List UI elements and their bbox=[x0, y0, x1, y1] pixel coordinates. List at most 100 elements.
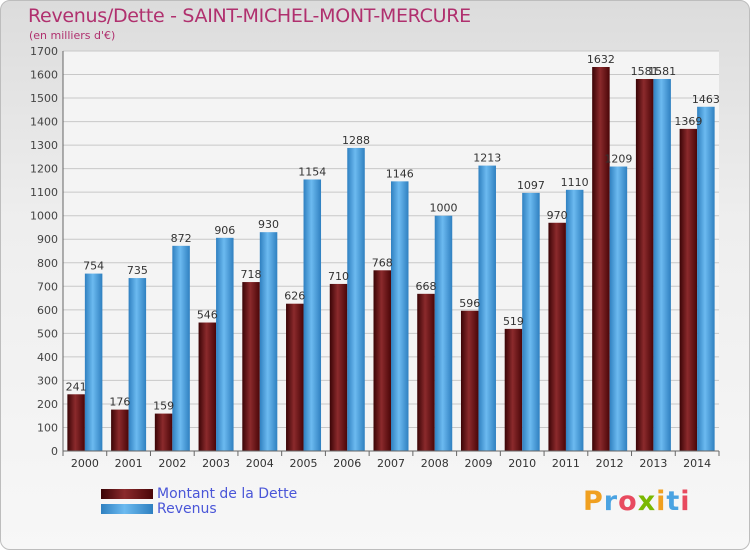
x-tick-label: 2001 bbox=[115, 457, 143, 470]
bar-revenus bbox=[565, 189, 584, 451]
y-tick-label: 1300 bbox=[30, 139, 58, 152]
bar-dette bbox=[242, 282, 260, 451]
y-tick-label: 1100 bbox=[30, 186, 58, 199]
logo-letter: P bbox=[583, 486, 604, 517]
y-tick-label: 1600 bbox=[30, 69, 58, 82]
data-label-revenus: 1110 bbox=[561, 176, 589, 189]
bar-layer bbox=[67, 67, 715, 452]
data-label-revenus: 1154 bbox=[298, 165, 326, 178]
chart-title: Revenus/Dette - SAINT-MICHEL-MONT-MERCUR… bbox=[28, 5, 471, 27]
bar-dette bbox=[67, 394, 85, 451]
x-tick-label: 2012 bbox=[596, 457, 624, 470]
y-tick-label: 0 bbox=[51, 445, 58, 458]
x-tick-label: 2009 bbox=[464, 457, 492, 470]
legend-label-dette: Montant de la Dette bbox=[157, 486, 298, 502]
data-label-revenus: 930 bbox=[258, 218, 279, 231]
data-label-dette: 768 bbox=[372, 256, 393, 269]
bar-revenus bbox=[653, 79, 671, 451]
y-tick-label: 700 bbox=[37, 280, 58, 293]
label-layer: 241 754 176 735 159 872 546 906 718 930 626 1154 710… bbox=[66, 53, 720, 413]
bar-revenus bbox=[84, 273, 103, 451]
x-tick-label: 2014 bbox=[683, 457, 711, 470]
bar-dette bbox=[111, 409, 129, 451]
logo-letter: i bbox=[680, 486, 691, 517]
chart-subtitle: (en milliers d'€) bbox=[29, 29, 116, 42]
y-tick-label: 1500 bbox=[30, 92, 58, 105]
x-tick-label: 2005 bbox=[290, 457, 318, 470]
bar-dette bbox=[635, 79, 654, 451]
data-label-dette: 241 bbox=[66, 380, 87, 393]
y-tick-label: 800 bbox=[37, 257, 58, 270]
x-tick-label: 2003 bbox=[202, 457, 230, 470]
bar-revenus bbox=[391, 181, 409, 451]
logo-letter: x bbox=[637, 486, 657, 517]
data-label-dette: 176 bbox=[109, 396, 130, 409]
data-label-dette: 626 bbox=[284, 290, 305, 303]
logo-letter: r bbox=[603, 486, 619, 517]
data-label-dette: 519 bbox=[503, 315, 524, 328]
bar-revenus bbox=[303, 179, 322, 451]
x-tick-label: 2000 bbox=[71, 457, 99, 470]
bar-dette bbox=[198, 322, 217, 451]
bar-revenus bbox=[347, 147, 365, 452]
data-label-dette: 1581 bbox=[631, 65, 659, 78]
data-label-revenus: 1288 bbox=[342, 134, 370, 147]
bar-revenus bbox=[128, 278, 147, 451]
bar-revenus bbox=[216, 237, 234, 451]
data-label-dette: 710 bbox=[328, 270, 349, 283]
bar-dette bbox=[460, 310, 479, 451]
y-tick-label: 600 bbox=[37, 304, 58, 317]
y-tick-label: 500 bbox=[37, 327, 58, 340]
data-label-revenus: 1209 bbox=[604, 153, 632, 166]
data-label-revenus: 735 bbox=[127, 264, 148, 277]
logo-letter: o bbox=[618, 486, 638, 517]
bar-revenus bbox=[172, 245, 190, 451]
bar-revenus bbox=[434, 215, 453, 451]
y-tick-label: 200 bbox=[37, 398, 58, 411]
data-label-dette: 159 bbox=[153, 400, 174, 413]
data-label-dette: 718 bbox=[241, 268, 262, 281]
y-tick-label: 1200 bbox=[30, 163, 58, 176]
data-label-dette: 596 bbox=[459, 297, 480, 310]
bar-dette bbox=[548, 222, 566, 451]
bar-dette bbox=[417, 293, 435, 451]
data-label-revenus: 1000 bbox=[429, 202, 457, 215]
x-tick-label: 2004 bbox=[246, 457, 274, 470]
x-tick-label: 2006 bbox=[333, 457, 361, 470]
bar-dette bbox=[679, 128, 698, 451]
x-tick-label: 2011 bbox=[552, 457, 580, 470]
x-tick-label: 2010 bbox=[508, 457, 536, 470]
y-tick-label: 300 bbox=[37, 374, 58, 387]
x-tick-label: 2013 bbox=[639, 457, 667, 470]
legend-label-revenus: Revenus bbox=[157, 501, 217, 517]
logo-letter: t bbox=[666, 486, 681, 517]
x-tick-label: 2002 bbox=[158, 457, 186, 470]
bar-revenus bbox=[478, 165, 496, 451]
data-label-revenus: 754 bbox=[83, 260, 104, 273]
legend-swatch-dette bbox=[101, 489, 153, 499]
y-tick-label: 900 bbox=[37, 233, 58, 246]
data-label-dette: 1369 bbox=[674, 115, 702, 128]
bar-revenus bbox=[259, 232, 278, 451]
bar-dette bbox=[504, 328, 523, 451]
data-label-revenus: 1097 bbox=[517, 179, 545, 192]
data-label-revenus: 906 bbox=[214, 224, 235, 237]
y-tick-label: 1700 bbox=[30, 45, 58, 58]
proxiti-logo: Proxiti bbox=[583, 486, 691, 517]
data-label-revenus: 1213 bbox=[473, 152, 501, 165]
bar-dette bbox=[286, 303, 304, 451]
y-tick-label: 100 bbox=[37, 421, 58, 434]
data-label-dette: 668 bbox=[415, 280, 436, 293]
bar-dette bbox=[329, 283, 348, 451]
data-label-revenus: 1581 bbox=[648, 65, 676, 78]
bar-dette bbox=[154, 413, 173, 451]
x-tick-label: 2008 bbox=[421, 457, 449, 470]
data-label-revenus: 1146 bbox=[386, 167, 414, 180]
y-tick-label: 1400 bbox=[30, 116, 58, 129]
data-label-revenus: 1463 bbox=[692, 93, 720, 106]
data-label-revenus: 872 bbox=[171, 232, 192, 245]
bar-dette bbox=[373, 270, 391, 451]
bar-revenus bbox=[609, 166, 628, 451]
